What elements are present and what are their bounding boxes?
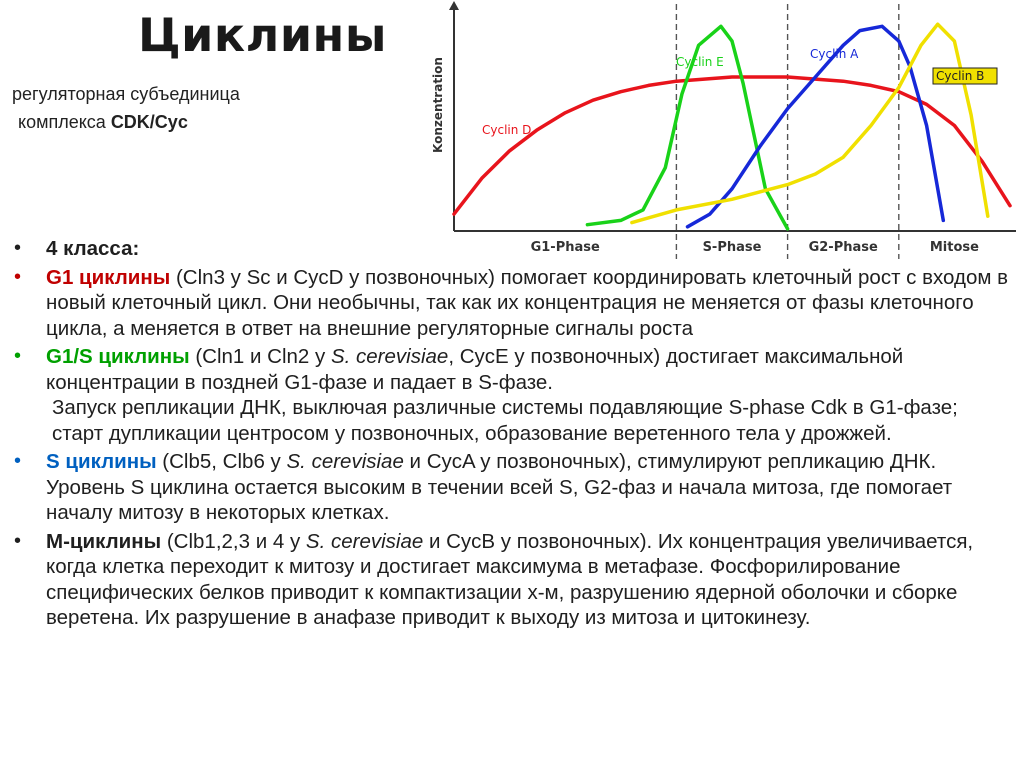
m-cyclins-heading: M-циклины	[46, 529, 162, 553]
phase-label-3: G2-Phase	[809, 240, 878, 255]
y-axis-label: Konzentration	[431, 57, 445, 153]
subtitle-prefix: комплекса	[18, 112, 111, 132]
g1s-cyclins-heading: G1/S циклины	[46, 345, 190, 368]
g1s-text-3: Запуск репликации ДНК, выключая различны…	[52, 396, 958, 445]
slide-subtitle: регуляторная субъединица комплекса CDK/C…	[12, 80, 240, 136]
subtitle-line-2: комплекса CDK/Cyc	[12, 108, 240, 136]
bullet-dot: •	[14, 265, 22, 288]
subtitle-line-1: регуляторная субъединица	[12, 84, 240, 104]
g1s-text-2: , CycE у позвоночных) достигает максимал…	[46, 345, 904, 394]
m-text-1: (Clb1,2,3 и 4 у	[161, 529, 306, 553]
s-text-1: (Clb5, Clb6 у	[156, 450, 287, 473]
slide-title: Циклины	[138, 8, 387, 62]
s-text-2: и CycA у позвоночных), стимулируют репли…	[46, 450, 953, 524]
series-label-2: Cyclin E	[676, 55, 724, 69]
subtitle-cdk-cyc: CDK/Cyc	[110, 112, 188, 132]
bullet-dot: •	[14, 450, 22, 472]
phase-label-1: G1-Phase	[531, 240, 600, 255]
s-cyclins-heading: S циклины	[46, 450, 157, 473]
bullet-dot: •	[14, 345, 22, 367]
g1s-text-1: (Cln1 и Cln2 у	[189, 345, 331, 368]
s-species: S. cerevisiae	[286, 450, 404, 473]
m-species: S. cerevisiae	[305, 529, 424, 553]
g1s-species: S. cerevisiae	[330, 345, 449, 368]
bullet-g1-cyclins: • G1 циклины (Cln3 у Sc и CycD у позвоно…	[14, 265, 1014, 342]
bullet-list: • 4 класса: • G1 циклины (Cln3 у Sc и Cy…	[14, 236, 1014, 634]
chart-svg: Konzentration G1-Phase S-Phase G2-Phase Mito…	[430, 0, 1020, 262]
bullet-m-cyclins: • M-циклины (Clb1,2,3 и 4 у S. cerevisia…	[14, 529, 1014, 631]
y-axis-arrow	[449, 1, 459, 10]
cyclin-concentration-chart: Konzentration G1-Phase S-Phase G2-Phase Mito…	[430, 0, 1020, 262]
series-label-3: Cyclin A	[810, 47, 859, 61]
series-label-box-4	[932, 67, 998, 85]
series-line-1	[452, 75, 1012, 216]
series-line-4	[630, 22, 990, 225]
g1-cyclins-text: (Cln3 у Sc и CycD у позвоночных) помогае…	[46, 265, 1009, 340]
series-label-4: Cyclin B	[936, 69, 984, 83]
bullet-dot: •	[14, 237, 22, 259]
bullet-classes: • 4 класса:	[14, 236, 1014, 262]
bullet-dot: •	[14, 529, 22, 552]
series-line-2	[585, 24, 790, 231]
bullet-g1s-cyclins: • G1/S циклины (Cln1 и Cln2 у S. cerevis…	[14, 344, 1014, 446]
phase-label-2: S-Phase	[703, 240, 762, 255]
phase-label-4: Mitose	[930, 240, 979, 255]
g1-cyclins-heading: G1 циклины	[46, 265, 171, 289]
m-text-2: и CycB у позвоночных). Их концентрация у…	[46, 529, 974, 630]
series-label-1: Cyclin D	[482, 123, 531, 137]
bullet-s-cyclins: • S циклины (Clb5, Clb6 у S. cerevisiae …	[14, 449, 1014, 526]
bullet-classes-bold: 4 класса:	[46, 237, 140, 260]
